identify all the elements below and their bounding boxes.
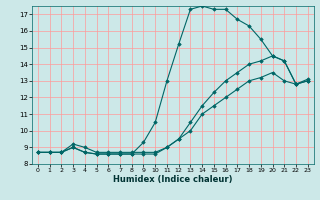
X-axis label: Humidex (Indice chaleur): Humidex (Indice chaleur) — [113, 175, 233, 184]
